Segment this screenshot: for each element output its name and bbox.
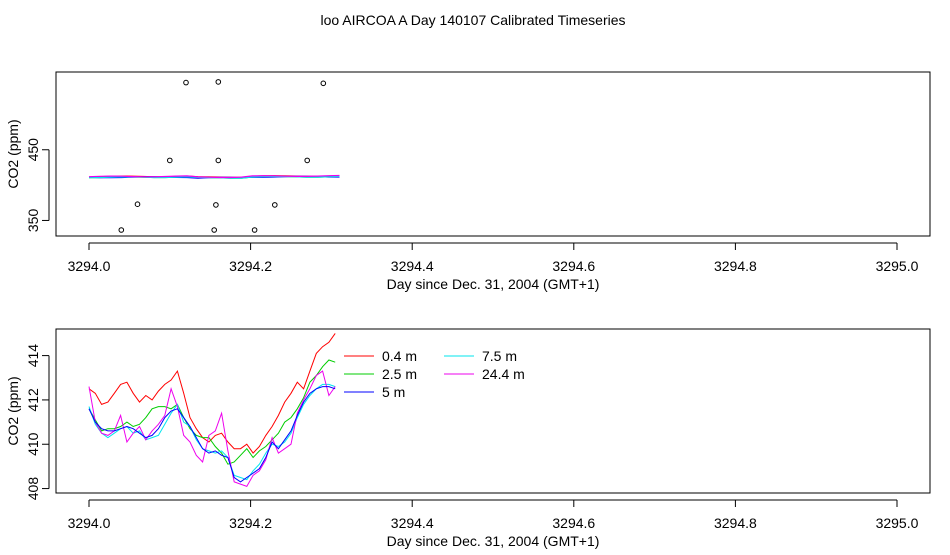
bottom-xtick-label: 3294.8 (714, 515, 757, 531)
legend-label: 24.4 m (482, 366, 525, 382)
top-outlier-point (211, 227, 217, 233)
bottom-series-line (88, 386, 336, 483)
top-outlier-point (134, 201, 141, 207)
top-xtick-label: 3294.8 (714, 258, 757, 274)
top-plot-yaxis: 350 450 (25, 138, 50, 233)
top-plot: Day since Dec. 31, 2004 (GMT+1) CO2 (ppm… (5, 71, 931, 292)
top-outlier-point (183, 79, 189, 86)
bottom-ytick-label: 414 (25, 344, 41, 368)
bottom-plot-xlabel: Day since Dec. 31, 2004 (GMT+1) (387, 533, 600, 549)
top-xtick-label: 3294.4 (391, 258, 434, 274)
bottom-plot-yaxis: 408 410 412 414 (25, 344, 50, 501)
top-outlier-point (167, 157, 173, 164)
top-plot-frame (55, 71, 931, 237)
bottom-plot-xaxis: 3294.0 3294.2 3294.4 3294.6 3294.8 3295.0 (68, 499, 919, 531)
top-series-line (88, 174, 340, 179)
legend-label: 7.5 m (482, 348, 517, 364)
bottom-plot-marks (88, 333, 336, 488)
bottom-xtick-label: 3294.4 (391, 515, 434, 531)
bottom-xtick-label: 3295.0 (876, 515, 919, 531)
top-xtick-label: 3294.0 (68, 258, 111, 274)
top-outlier-point (118, 227, 125, 233)
top-xtick-label: 3295.0 (876, 258, 919, 274)
legend-label: 2.5 m (382, 366, 417, 382)
top-ytick-label: 350 (25, 209, 41, 233)
bottom-plot-frame (55, 328, 931, 494)
top-plot-xaxis: 3294.0 3294.2 3294.4 3294.6 3294.8 3295.0 (68, 242, 919, 274)
top-outlier-point (251, 227, 258, 233)
legend-label: 0.4 m (382, 348, 417, 364)
bottom-xtick-label: 3294.0 (68, 515, 111, 531)
bottom-series-line (88, 383, 336, 481)
top-xtick-label: 3294.2 (229, 258, 272, 274)
top-ytick-label: 450 (25, 138, 41, 162)
bottom-series-line (88, 333, 336, 454)
top-xtick-label: 3294.6 (552, 258, 595, 274)
top-outlier-point (304, 157, 311, 164)
top-outlier-point (213, 202, 219, 208)
top-plot-xlabel: Day since Dec. 31, 2004 (GMT+1) (387, 276, 600, 292)
bottom-plot: Day since Dec. 31, 2004 (GMT+1) CO2 (ppm… (5, 328, 931, 549)
chart-title: loo AIRCOA A Day 140107 Calibrated Times… (320, 12, 625, 28)
bottom-ytick-label: 412 (25, 388, 41, 412)
bottom-plot-ylabel: CO2 (ppm) (5, 376, 21, 445)
bottom-ytick-label: 408 (25, 477, 41, 501)
top-outlier-point (215, 79, 222, 85)
top-plot-ylabel: CO2 (ppm) (5, 119, 21, 188)
bottom-series-line (88, 370, 336, 488)
bottom-xtick-label: 3294.6 (552, 515, 595, 531)
bottom-ytick-label: 410 (25, 432, 41, 456)
legend: 0.4 m 2.5 m 5 m 7.5 m 24.4 m (344, 348, 525, 400)
bottom-xtick-label: 3294.2 (229, 515, 272, 531)
top-plot-marks (88, 79, 340, 233)
legend-label: 5 m (382, 384, 405, 400)
top-outlier-point (320, 80, 327, 87)
top-outlier-point (272, 202, 278, 208)
top-outlier-point (215, 157, 222, 164)
bottom-series-line (88, 359, 336, 465)
